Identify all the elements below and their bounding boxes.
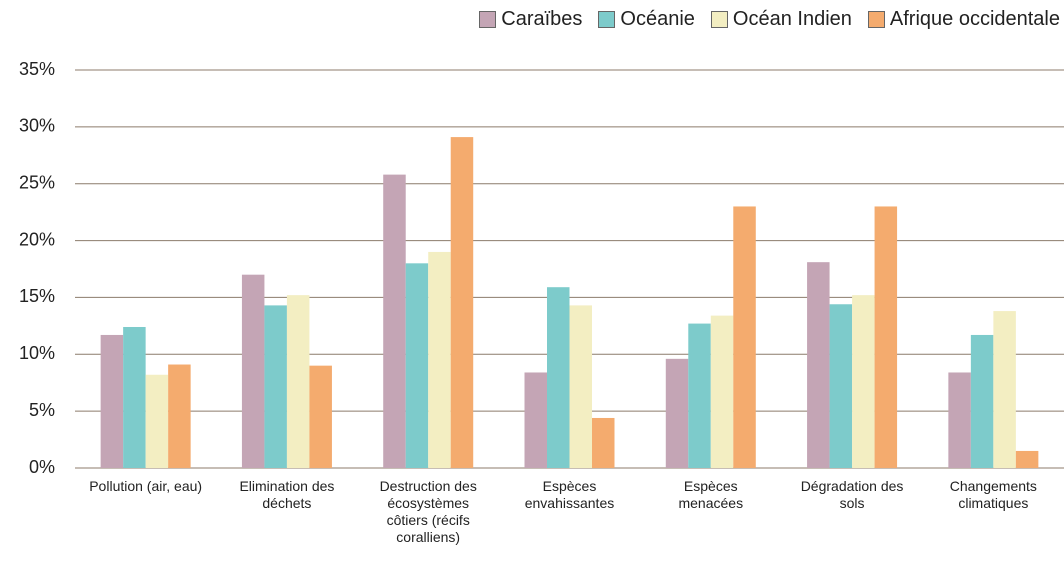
bar xyxy=(547,287,570,468)
legend-swatch xyxy=(479,11,497,28)
x-tick-label: Pollution (air, eau) xyxy=(89,478,203,494)
y-tick-label: 25% xyxy=(19,172,55,192)
y-tick-label: 15% xyxy=(19,286,55,306)
bar xyxy=(569,305,592,468)
bar xyxy=(852,295,875,468)
bar xyxy=(450,137,474,468)
bar xyxy=(264,305,287,468)
legend-swatch xyxy=(867,11,885,28)
bar xyxy=(592,417,615,468)
legend-swatch xyxy=(598,11,616,28)
bar xyxy=(123,326,146,468)
bar xyxy=(665,358,689,468)
legend-item: Océan Indien xyxy=(710,8,852,31)
bar xyxy=(1015,450,1039,468)
bar xyxy=(874,206,898,468)
bar xyxy=(100,334,124,468)
legend-label: Océanie xyxy=(620,8,695,30)
bar xyxy=(993,311,1016,468)
bar xyxy=(733,206,756,468)
bar xyxy=(286,295,310,468)
y-tick-label: 5% xyxy=(29,400,55,420)
y-tick-label: 0% xyxy=(29,457,55,477)
x-tick-label: Elimination des déchets xyxy=(239,478,335,511)
x-tick-label: Espèces menacées xyxy=(678,478,744,511)
legend-swatch xyxy=(710,11,728,28)
y-tick-label: 10% xyxy=(19,343,55,363)
x-tick-label: Espèces envahissantes xyxy=(524,478,615,511)
y-tick-label: 20% xyxy=(19,229,55,249)
bar xyxy=(970,334,994,468)
bar xyxy=(428,251,451,468)
legend-item: Afrique occidentale xyxy=(867,8,1060,31)
legend-item: Océanie xyxy=(598,8,695,31)
y-tick-label: 30% xyxy=(19,116,55,136)
x-tick-label: Changements climatiques xyxy=(949,478,1037,511)
legend-label: Océan Indien xyxy=(732,8,852,30)
bar xyxy=(524,372,547,468)
bar xyxy=(710,315,734,468)
bar xyxy=(688,323,711,468)
x-tick-label: Destruction des écosystèmes côtiers (réc… xyxy=(379,478,477,545)
bar xyxy=(241,274,265,468)
bar xyxy=(807,262,830,468)
bar xyxy=(309,365,332,468)
x-tick-label: Dégradation des sols xyxy=(800,478,904,511)
legend-label: Caraïbes xyxy=(501,8,583,30)
bar xyxy=(383,174,406,469)
bar xyxy=(168,364,191,468)
bar xyxy=(948,372,971,468)
bar xyxy=(829,304,853,468)
legend-item: Caraïbes xyxy=(479,8,582,31)
bar xyxy=(145,374,169,468)
legend-label: Afrique occidentale xyxy=(889,8,1060,30)
legend: Caraïbes Océanie Océan Indien Afrique occid… xyxy=(479,8,1060,31)
y-tick-label: 35% xyxy=(19,59,55,79)
bar xyxy=(405,263,429,468)
